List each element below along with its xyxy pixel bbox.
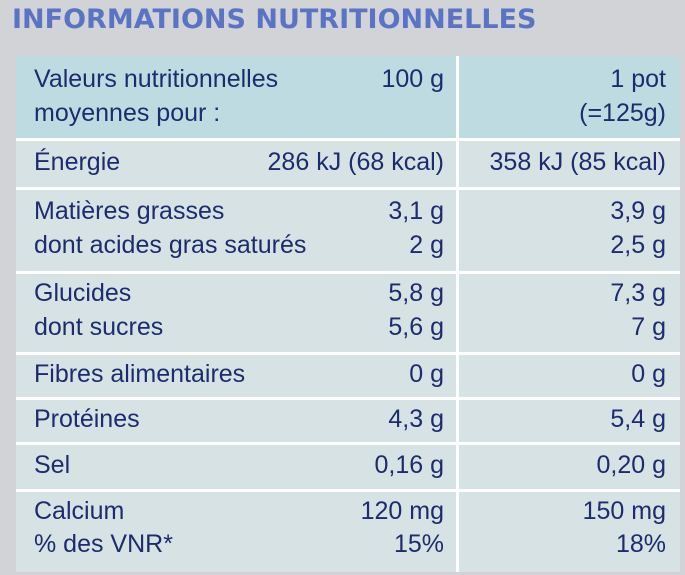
value-100g-sel: 0,16 g (374, 451, 444, 479)
row-label-matieres-grasses: Matières grasses (34, 197, 225, 225)
table-row: Sel 0,16 g (16, 445, 456, 489)
row-label-energie: Énergie (34, 148, 121, 176)
nutrition-title: INFORMATIONS NUTRITIONNELLES (12, 4, 537, 35)
table-row: Calcium 120 mg % des VNR* 15% (16, 492, 456, 572)
value-100g-glucides: 5,8 g (388, 279, 444, 307)
header-label-line2: moyennes pour : (34, 99, 221, 127)
header-col-pot-line2: (=125g) (579, 99, 666, 127)
table-row-pot: 5,4 g (459, 400, 680, 442)
table-row: Énergie 286 kJ (68 kcal) (16, 141, 456, 187)
row-label-proteines: Protéines (34, 405, 140, 433)
row-label-calcium: Calcium (34, 497, 125, 525)
header-col-100g: 100 g (381, 65, 444, 93)
header-col-pot-line1: 1 pot (610, 65, 666, 93)
table-row-pot: 7,3 g 7 g (459, 274, 680, 352)
header-label-cell: Valeurs nutritionnelles moyennes pour : … (16, 56, 456, 138)
value-pot-acides-gras: 2,5 g (610, 231, 666, 259)
table-row-pot: 150 mg 18% (459, 492, 680, 572)
value-pot-vnr: 18% (615, 530, 666, 558)
table-row-pot: 0,20 g (459, 445, 680, 489)
value-100g-acides-gras: 2 g (409, 231, 444, 259)
row-label-sucres: dont sucres (34, 313, 164, 341)
value-pot-calcium: 150 mg (582, 497, 666, 525)
row-label-sel: Sel (34, 451, 71, 479)
value-100g-vnr: 15% (393, 530, 444, 558)
value-pot-matieres-grasses: 3,9 g (610, 197, 666, 225)
value-100g-matieres-grasses: 3,1 g (388, 197, 444, 225)
row-label-glucides: Glucides (34, 279, 132, 307)
value-100g-calcium: 120 mg (360, 497, 444, 525)
value-pot-sel: 0,20 g (596, 451, 666, 479)
value-100g-fibres: 0 g (409, 360, 444, 388)
value-100g-proteines: 4,3 g (388, 405, 444, 433)
value-pot-proteines: 5,4 g (610, 405, 666, 433)
header-pot-cell: 1 pot (=125g) (459, 56, 680, 138)
value-pot-fibres: 0 g (631, 360, 666, 388)
nutrition-table: Valeurs nutritionnelles moyennes pour : … (16, 56, 680, 572)
table-row: Protéines 4,3 g (16, 400, 456, 442)
row-label-vnr: % des VNR* (34, 530, 173, 558)
value-pot-glucides: 7,3 g (610, 279, 666, 307)
table-row-pot: 3,9 g 2,5 g (459, 190, 680, 271)
value-100g-energie: 286 kJ (68 kcal) (267, 148, 444, 176)
table-row-pot: 358 kJ (85 kcal) (459, 141, 680, 187)
table-row: Fibres alimentaires 0 g (16, 355, 456, 397)
table-row-pot: 0 g (459, 355, 680, 397)
header-label-line1: Valeurs nutritionnelles (34, 65, 279, 93)
value-pot-energie: 358 kJ (85 kcal) (489, 148, 666, 176)
value-100g-sucres: 5,6 g (388, 313, 444, 341)
value-pot-sucres: 7 g (631, 313, 666, 341)
table-row: Glucides 5,8 g dont sucres 5,6 g (16, 274, 456, 352)
row-label-fibres: Fibres alimentaires (34, 360, 246, 388)
table-row: Matières grasses 3,1 g dont acides gras … (16, 190, 456, 271)
row-label-acides-gras: dont acides gras saturés (34, 231, 307, 259)
